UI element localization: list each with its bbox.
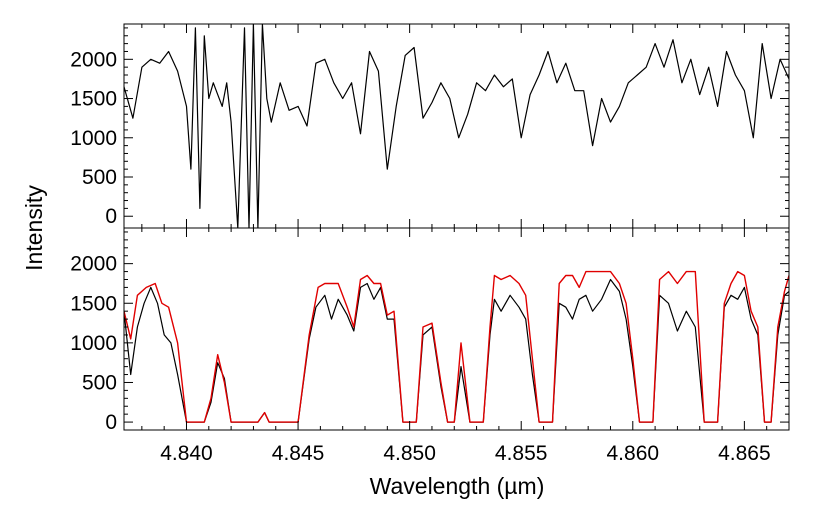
x-tick-label: 4.865	[718, 442, 771, 465]
top-series-0-line	[124, 24, 789, 228]
x-tick-label: 4.855	[495, 442, 548, 465]
bottom-panel: 0 500 1000 1500 2000 4.840 4.845 4.850 4.855 4.86…	[70, 227, 790, 465]
bottom-y-tick-label: 2000	[70, 253, 117, 276]
top-panel: 0 500 1000 1500 2000	[70, 23, 790, 229]
top-y-tick-label: 1500	[70, 88, 117, 111]
bottom-series-1-line	[124, 270, 789, 423]
bottom-y-tick-label: 1500	[70, 292, 117, 315]
y-axis-title: Intensity	[21, 185, 47, 271]
top-y-tick-label: 500	[82, 166, 117, 189]
bottom-y-tick-label: 500	[82, 371, 117, 394]
top-y-tick-label: 0	[105, 205, 117, 228]
top-y-tick-label: 1000	[70, 127, 117, 150]
bottom-y-tick-label: 0	[105, 411, 117, 434]
bottom-plot-frame	[123, 227, 790, 431]
x-axis-title: Wavelength (µm)	[370, 473, 545, 499]
x-tick-label: 4.845	[272, 442, 325, 465]
x-tick-label: 4.840	[160, 442, 213, 465]
x-tick-label: 4.860	[607, 442, 660, 465]
x-tick-label: 4.850	[383, 442, 436, 465]
top-y-tick-label: 2000	[70, 48, 117, 71]
bottom-y-tick-label: 1000	[70, 332, 117, 355]
